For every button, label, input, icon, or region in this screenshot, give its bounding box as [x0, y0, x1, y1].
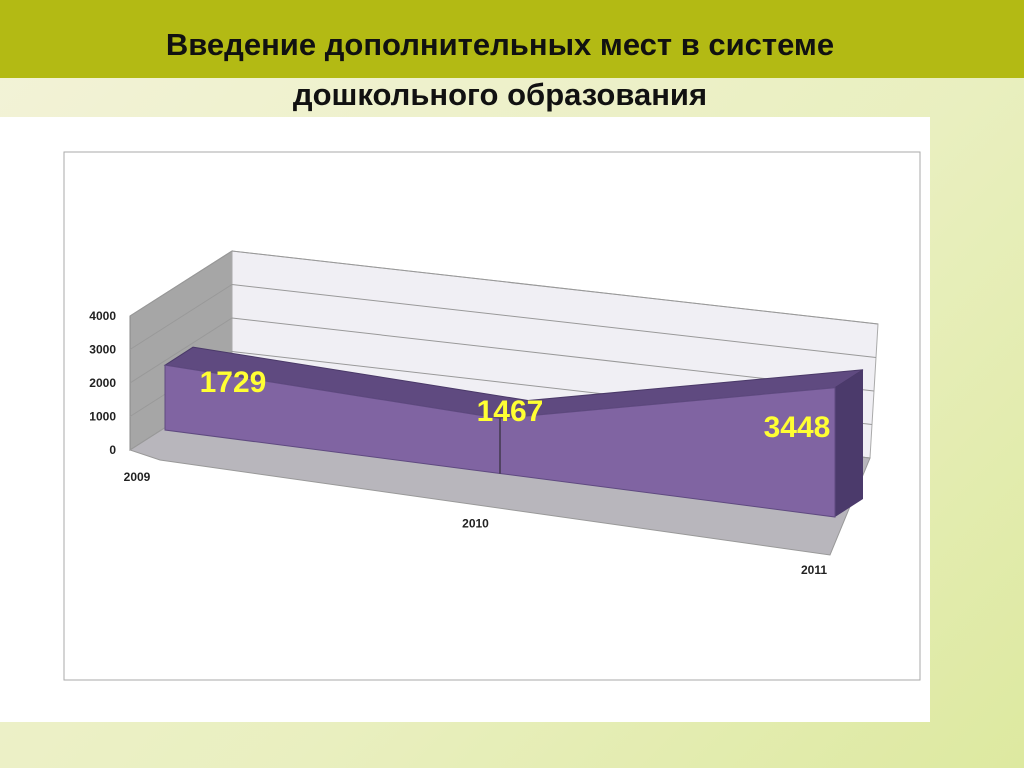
data-label: 1729	[200, 366, 267, 399]
ribbon-side	[835, 369, 863, 517]
x-tick-label: 2011	[801, 563, 827, 577]
grid-line	[129, 250, 879, 325]
y-tick-label: 1000	[89, 410, 116, 424]
grid-line	[129, 283, 877, 358]
x-tick-label: 2010	[462, 517, 489, 531]
y-tick-label: 0	[109, 443, 116, 457]
y-tick-label: 3000	[89, 343, 116, 357]
slide-title: Введение дополнительных мест в системе д…	[165, 27, 835, 112]
y-tick-label: 4000	[89, 309, 116, 323]
y-tick-label: 2000	[89, 376, 116, 390]
data-label: 3448	[764, 411, 831, 444]
data-label: 1467	[477, 395, 544, 428]
grid-line	[129, 317, 875, 392]
header-band	[0, 0, 1024, 78]
x-tick-label: 2009	[124, 470, 151, 484]
